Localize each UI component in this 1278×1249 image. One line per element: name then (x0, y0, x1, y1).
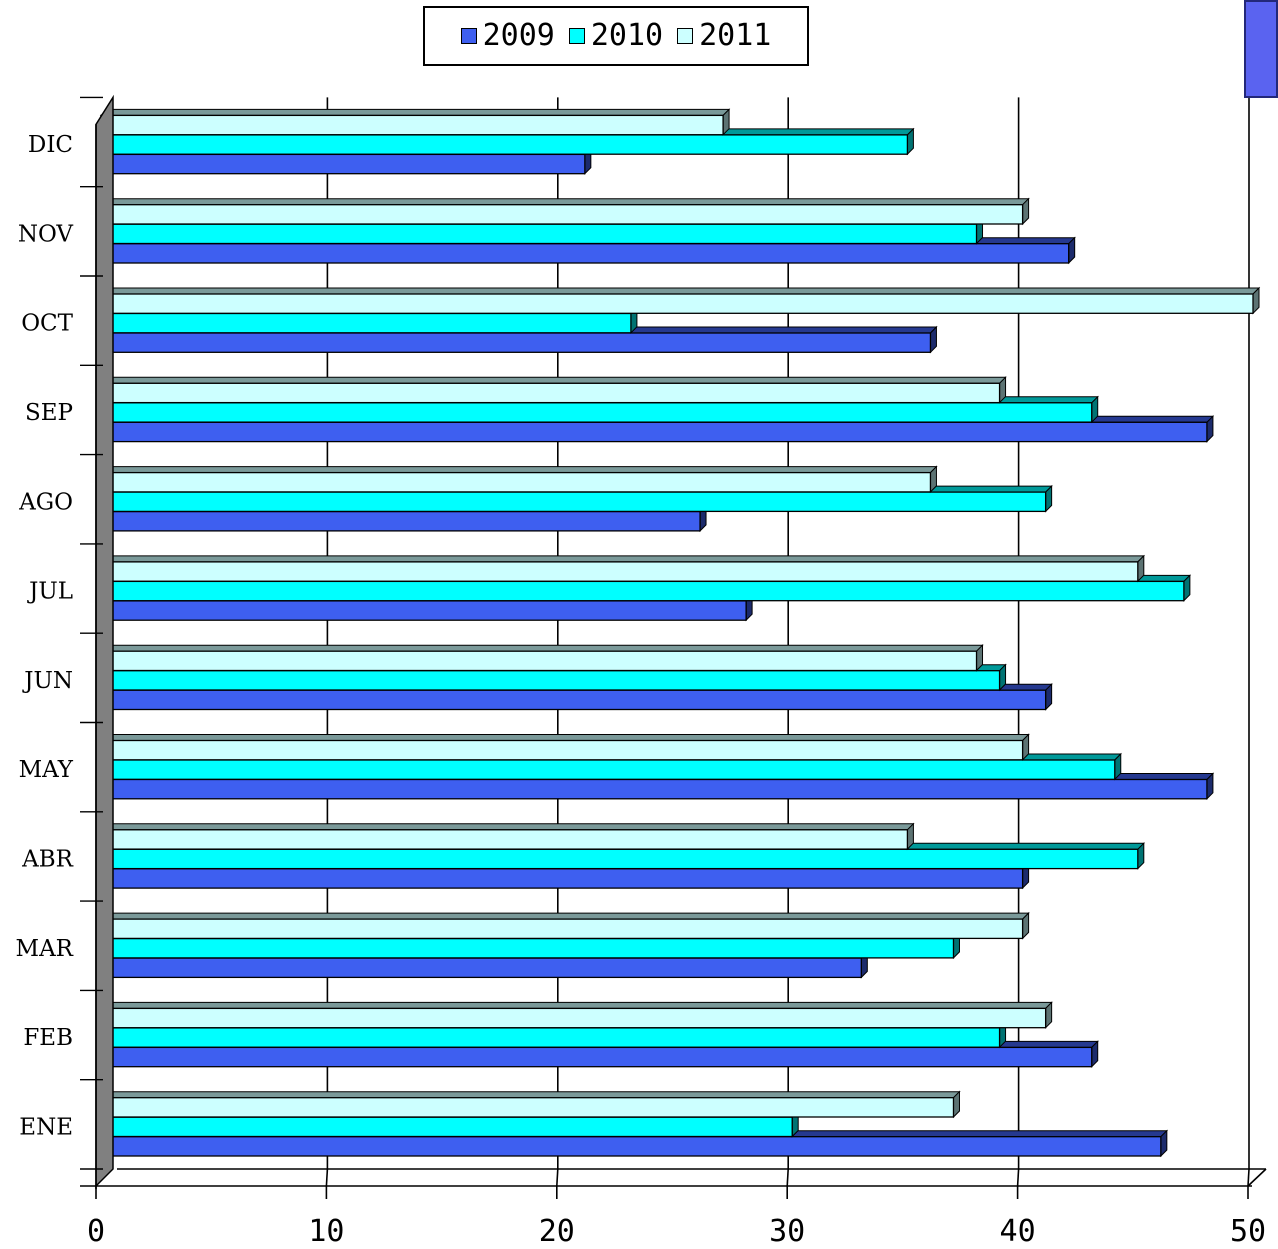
legend-swatch-2011 (677, 28, 694, 44)
category-label-MAY: MAY (19, 757, 74, 783)
legend-swatch-2009 (460, 28, 477, 44)
bar-2011-JUN (100, 650, 978, 672)
floor-gridline-20 (556, 1168, 559, 1187)
legend-item-2009: 2009 (460, 18, 555, 53)
category-label-MAR: MAR (16, 936, 74, 962)
bar-top-2011-SEP (99, 376, 1007, 384)
x-tick-label-30: 30 (769, 1214, 805, 1249)
floor-right-edge (1247, 1168, 1267, 1187)
legend-label-2009: 2009 (482, 18, 555, 53)
bar-top-2011-NOV (99, 198, 1030, 206)
bar-2009-MAY (100, 778, 1208, 800)
bar-2010-JUL (100, 580, 1185, 602)
x-tick-label-20: 20 (539, 1214, 575, 1249)
bar-2011-DIC (100, 114, 724, 136)
bar-top-2011-MAY (99, 734, 1030, 741)
x-tick-label-0: 0 (87, 1214, 105, 1249)
side-wall (95, 94, 114, 1188)
bar-2011-NOV (100, 204, 1024, 225)
axes: ENE FEB MAR ABR MAY JUN JUL AGO SEP OCT NOV DIC 0 10 2… (16, 94, 1266, 1249)
bar-2010-FEB (100, 1027, 1001, 1048)
floor-gridline-50 (1247, 1168, 1250, 1187)
bar-2010-ABR (100, 848, 1139, 870)
floor-gridline-40 (1016, 1168, 1020, 1187)
bar-top-2011-FEB (99, 1001, 1053, 1009)
bar-2009-ENE (100, 1136, 1162, 1157)
floor-gridline-30 (786, 1168, 789, 1187)
bar-top-2011-OCT (99, 287, 1261, 295)
bar-top-2011-ENE (99, 1091, 961, 1099)
bar-2010-SEP (100, 402, 1093, 423)
category-label-ENE: ENE (19, 1114, 73, 1140)
category-label-FEB: FEB (23, 1025, 73, 1051)
bar-2011-MAR (100, 918, 1024, 940)
bar-top-2011-AGO (99, 466, 938, 474)
bar-top-2011-ABR (99, 823, 915, 831)
bar-2009-OCT (100, 332, 932, 353)
bar-2011-OCT (100, 293, 1254, 314)
bar-2009-FEB (100, 1046, 1093, 1068)
floor-gridline-10 (325, 1168, 329, 1187)
bar-2011-JUL (100, 561, 1139, 582)
legend-label-2011: 2011 (699, 18, 772, 53)
bar-top-2011-DIC (99, 108, 731, 116)
category-label-AGO: AGO (18, 489, 73, 515)
category-label-OCT: OCT (21, 311, 73, 337)
x-tick-label-50: 50 (1230, 1214, 1266, 1249)
bar-2009-ABR (100, 868, 1024, 889)
category-label-JUN: JUN (22, 668, 73, 694)
bar-2011-AGO (100, 471, 932, 493)
corner-decoration (1244, 0, 1278, 98)
bar-2010-DIC (100, 134, 909, 155)
chart-legend: 2009 2010 2011 (423, 6, 809, 66)
x-tick-label-40: 40 (1000, 1214, 1036, 1249)
bar-2011-SEP (100, 382, 1001, 404)
bar-2010-MAY (100, 759, 1116, 780)
bar-2009-SEP (100, 421, 1208, 443)
bar-2009-NOV (100, 243, 1070, 264)
legend-swatch-2010 (568, 28, 585, 44)
legend-label-2010: 2010 (590, 18, 664, 53)
bar-top-2011-JUL (99, 555, 1146, 563)
bar-2009-DIC (100, 153, 586, 175)
bar-2011-FEB (100, 1007, 1047, 1029)
bar-2010-OCT (100, 312, 632, 334)
x-tick-label-10: 10 (308, 1214, 344, 1249)
bar-2011-MAY (100, 739, 1024, 761)
bar-2009-JUL (100, 600, 747, 621)
bars (99, 108, 1261, 1158)
legend-item-2011: 2011 (677, 21, 771, 51)
category-label-NOV: NOV (18, 221, 74, 247)
bar-2009-JUN (100, 689, 1047, 711)
bar-top-2011-JUN (99, 644, 984, 652)
bar-2011-ABR (100, 829, 909, 850)
bar-2011-ENE (100, 1097, 955, 1118)
bar-2010-ENE (100, 1116, 793, 1138)
category-label-ABR: ABR (21, 846, 74, 872)
category-label-SEP: SEP (25, 400, 73, 426)
category-label-JUL: JUL (27, 579, 73, 605)
bar-2010-AGO (100, 491, 1047, 513)
bar-top-2011-MAR (99, 912, 1030, 920)
bar-2010-MAR (100, 937, 955, 959)
bar-2009-MAR (100, 957, 862, 979)
legend-item-2010: 2010 (568, 18, 664, 53)
bar-2010-JUN (100, 670, 1001, 691)
category-label-DIC: DIC (28, 132, 73, 158)
bar-2010-NOV (100, 223, 978, 245)
bar-2009-AGO (100, 510, 701, 532)
gridlines (117, 97, 1267, 1187)
